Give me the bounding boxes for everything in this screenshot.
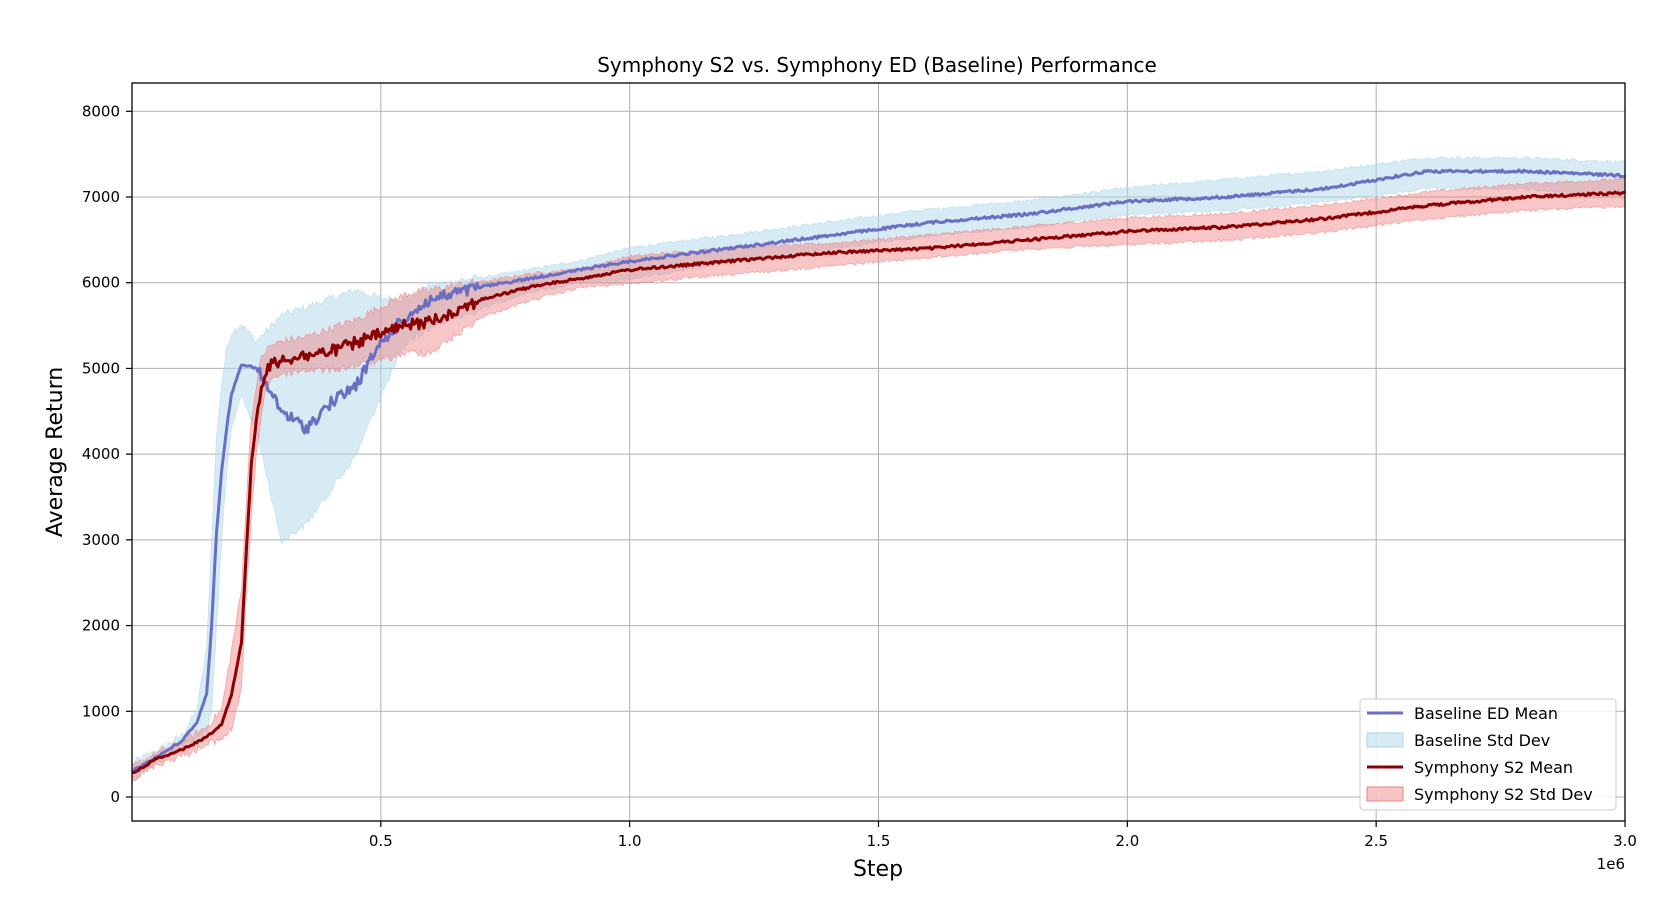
x-tick-label-3: 2.0 xyxy=(1115,832,1139,850)
y-tick-label-7: 7000 xyxy=(82,188,120,206)
legend-label-s2-mean: Symphony S2 Mean xyxy=(1414,758,1573,777)
y-axis-ticks: 0 1000 2000 3000 4000 5000 6000 7000 8000 xyxy=(82,102,132,806)
legend-label-baseline-std: Baseline Std Dev xyxy=(1414,731,1550,750)
y-tick-label-5: 5000 xyxy=(82,359,120,377)
grid-lines xyxy=(132,83,1626,821)
y-tick-label-3: 3000 xyxy=(82,531,120,549)
x-axis-title: Step xyxy=(853,857,903,882)
line-baseline_mean xyxy=(131,168,1626,774)
y-tick-label-4: 4000 xyxy=(82,445,120,463)
chart-title: Symphony S2 vs. Symphony ED (Baseline) P… xyxy=(597,53,1157,77)
x-axis-ticks: 0.5 1.0 1.5 2.0 2.5 3.0 xyxy=(369,821,1637,850)
y-tick-label-1: 1000 xyxy=(82,702,120,720)
legend-label-baseline-mean: Baseline ED Mean xyxy=(1414,704,1558,723)
y-tick-label-6: 6000 xyxy=(82,274,120,292)
x-tick-label-0: 0.5 xyxy=(369,832,393,850)
y-tick-label-2: 2000 xyxy=(82,617,120,635)
legend-swatch-s2-std xyxy=(1366,786,1404,802)
y-tick-label-8: 8000 xyxy=(82,102,120,120)
legend-label-s2-std: Symphony S2 Std Dev xyxy=(1414,785,1593,804)
x-tick-label-2: 1.5 xyxy=(867,832,891,850)
x-tick-label-4: 2.5 xyxy=(1364,832,1388,850)
x-tick-label-5: 3.0 xyxy=(1613,832,1637,850)
y-tick-label-0: 0 xyxy=(110,788,120,806)
legend-box xyxy=(1359,698,1617,811)
legend: Baseline ED Mean Baseline Std Dev Sympho… xyxy=(1359,698,1617,811)
x-tick-label-1: 1.0 xyxy=(618,832,642,850)
line-s2_mean xyxy=(131,190,1626,775)
x-axis-offset-label: 1e6 xyxy=(1597,855,1625,873)
y-axis-title: Average Return xyxy=(43,367,68,537)
legend-swatch-baseline-std xyxy=(1366,732,1404,748)
mean-lines xyxy=(131,168,1626,775)
